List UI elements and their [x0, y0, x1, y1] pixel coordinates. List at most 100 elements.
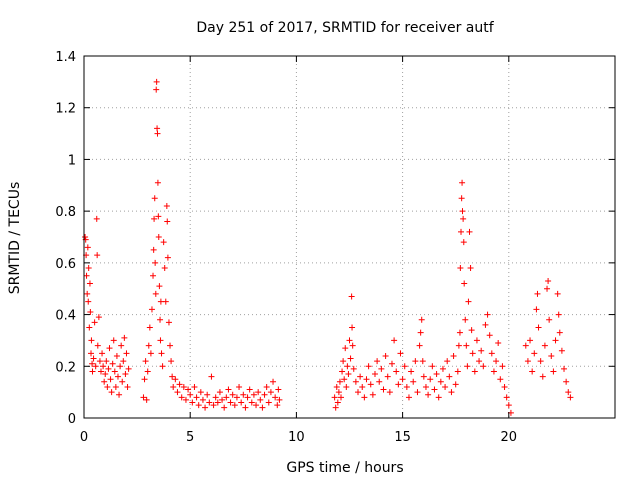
- points-layer: [82, 78, 574, 416]
- data-point: [397, 350, 404, 357]
- data-point: [124, 383, 131, 390]
- data-point: [386, 389, 393, 396]
- data-point: [501, 383, 508, 390]
- data-point: [90, 355, 97, 362]
- data-point: [84, 244, 91, 251]
- x-axis-label: GPS time / hours: [286, 460, 403, 476]
- data-point: [275, 386, 282, 393]
- data-point: [333, 383, 340, 390]
- data-point: [160, 239, 167, 246]
- data-point: [151, 215, 158, 222]
- data-point: [122, 371, 129, 378]
- data-point: [365, 363, 372, 370]
- data-point: [231, 402, 238, 409]
- data-point: [422, 383, 429, 390]
- data-point: [94, 342, 101, 349]
- data-point: [349, 342, 356, 349]
- data-point: [202, 404, 209, 411]
- data-point: [401, 363, 408, 370]
- data-point: [363, 376, 370, 383]
- data-point: [522, 342, 529, 349]
- data-point: [255, 389, 262, 396]
- data-point: [343, 383, 350, 390]
- data-point: [544, 285, 551, 292]
- data-point: [153, 78, 160, 85]
- data-point: [535, 324, 542, 331]
- data-point: [146, 324, 153, 331]
- data-point: [189, 399, 196, 406]
- data-point: [550, 368, 557, 375]
- data-point: [431, 386, 438, 393]
- data-point: [223, 394, 230, 401]
- x-tick-label: 0: [80, 430, 88, 445]
- data-point: [214, 399, 221, 406]
- axes-layer: 0 0.2 0.4 0.6 0.8 1 1.2 1.4 0 5 10 15 20: [55, 50, 615, 445]
- data-point: [161, 265, 168, 272]
- data-point: [437, 378, 444, 385]
- data-point: [107, 376, 114, 383]
- data-point: [117, 363, 124, 370]
- data-point: [219, 396, 226, 403]
- data-point: [104, 383, 111, 390]
- data-point: [497, 376, 504, 383]
- data-point: [374, 358, 381, 365]
- data-point: [493, 358, 500, 365]
- data-point: [371, 371, 378, 378]
- data-point: [114, 373, 121, 380]
- data-point: [82, 234, 89, 240]
- data-point: [486, 332, 493, 339]
- data-point: [178, 394, 185, 401]
- data-point: [429, 363, 436, 370]
- data-point: [168, 358, 175, 365]
- data-point: [352, 378, 359, 385]
- data-point: [482, 321, 489, 328]
- data-point: [164, 254, 171, 261]
- data-point: [505, 402, 512, 409]
- data-point: [555, 311, 562, 318]
- data-point: [348, 293, 355, 300]
- data-point: [85, 265, 92, 272]
- data-point: [212, 394, 219, 401]
- data-point: [118, 342, 125, 349]
- data-point: [412, 358, 419, 365]
- data-point: [367, 381, 374, 388]
- data-point: [261, 391, 268, 398]
- y-axis-label: SRMTID / TECUs: [7, 182, 23, 295]
- data-point: [378, 365, 385, 372]
- y-tick-label: 0.2: [55, 360, 76, 375]
- data-point: [85, 298, 92, 305]
- data-point: [332, 404, 339, 411]
- data-point: [267, 389, 274, 396]
- data-point: [145, 342, 152, 349]
- data-point: [180, 383, 187, 390]
- plot-frame: [83, 55, 616, 419]
- data-point: [227, 399, 234, 406]
- data-point: [112, 383, 119, 390]
- data-point: [113, 352, 120, 359]
- data-point: [257, 396, 264, 403]
- data-point: [480, 363, 487, 370]
- data-point: [102, 371, 109, 378]
- data-point: [388, 360, 395, 367]
- data-point: [478, 347, 485, 354]
- data-point: [558, 347, 565, 354]
- data-point: [546, 316, 553, 323]
- data-point: [276, 396, 283, 403]
- data-point: [347, 355, 354, 362]
- data-point: [111, 368, 118, 375]
- data-point: [143, 396, 150, 403]
- data-point: [393, 368, 400, 375]
- data-point: [101, 378, 108, 385]
- data-point: [529, 368, 536, 375]
- data-point: [471, 368, 478, 375]
- data-point: [340, 358, 347, 365]
- data-point: [157, 337, 164, 344]
- data-point: [105, 365, 112, 372]
- data-point: [403, 383, 410, 390]
- data-point: [414, 389, 421, 396]
- data-point: [433, 371, 440, 378]
- data-point: [545, 277, 552, 284]
- data-point: [490, 368, 497, 375]
- data-point: [172, 376, 179, 383]
- data-point: [259, 404, 266, 411]
